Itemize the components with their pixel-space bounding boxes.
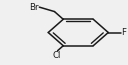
Text: F: F: [121, 28, 126, 37]
Text: Br: Br: [29, 3, 39, 12]
Text: Cl: Cl: [53, 51, 61, 60]
